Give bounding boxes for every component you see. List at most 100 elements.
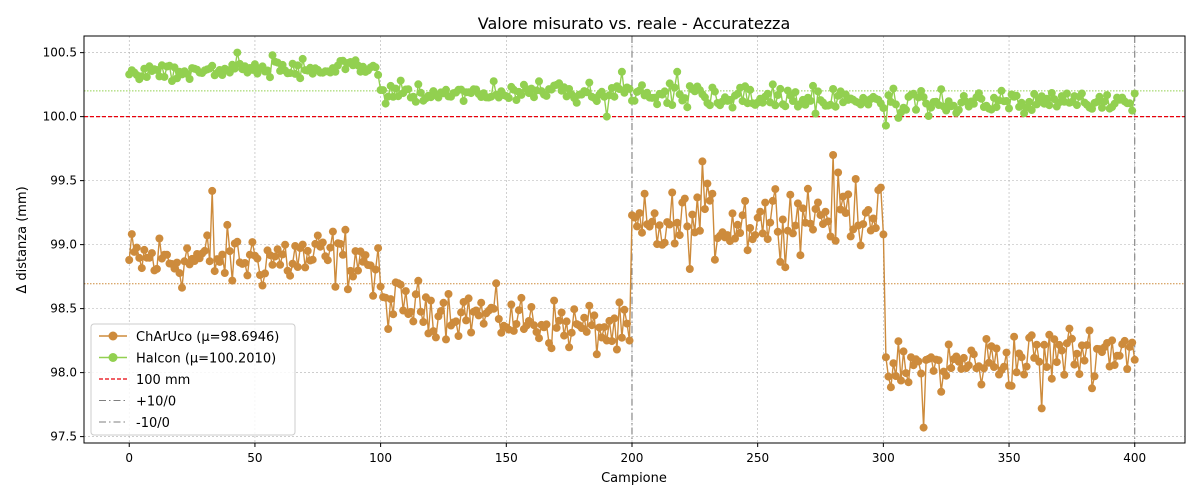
data-point bbox=[914, 357, 923, 366]
data-point bbox=[208, 186, 217, 195]
data-point bbox=[638, 228, 646, 237]
data-point bbox=[140, 245, 149, 254]
data-point bbox=[175, 269, 184, 278]
data-point bbox=[705, 196, 714, 205]
data-point bbox=[580, 313, 589, 322]
data-point bbox=[1108, 336, 1117, 345]
data-point bbox=[881, 353, 890, 362]
data-point bbox=[771, 185, 780, 194]
data-point bbox=[1000, 362, 1008, 371]
data-point bbox=[733, 220, 742, 229]
data-point bbox=[517, 90, 526, 99]
data-point bbox=[278, 250, 287, 259]
data-point bbox=[396, 280, 405, 289]
data-point bbox=[293, 61, 302, 70]
data-point bbox=[582, 327, 591, 336]
x-tick-label: 200 bbox=[621, 451, 644, 465]
data-point bbox=[891, 100, 900, 109]
data-point bbox=[429, 327, 438, 336]
data-point bbox=[668, 101, 677, 109]
data-point bbox=[912, 105, 920, 114]
data-point bbox=[142, 73, 151, 81]
data-point bbox=[688, 210, 697, 219]
data-point bbox=[567, 328, 576, 337]
data-point bbox=[617, 67, 626, 76]
x-tick-label: 150 bbox=[495, 451, 518, 465]
data-point bbox=[884, 91, 893, 100]
data-point bbox=[758, 229, 767, 238]
data-point bbox=[660, 87, 669, 96]
data-point bbox=[751, 231, 760, 240]
data-point bbox=[411, 290, 420, 299]
data-point bbox=[977, 94, 986, 103]
plot-frame bbox=[83, 35, 1186, 444]
data-point bbox=[773, 91, 782, 99]
data-point bbox=[1125, 99, 1134, 108]
data-point bbox=[371, 63, 380, 72]
data-point bbox=[607, 337, 616, 346]
data-point bbox=[313, 231, 322, 240]
data-point bbox=[771, 101, 780, 110]
data-point bbox=[442, 335, 450, 344]
y-tick-label: 98.5 bbox=[50, 302, 77, 316]
data-point bbox=[660, 238, 669, 247]
data-point bbox=[778, 215, 787, 224]
data-point bbox=[1070, 360, 1079, 369]
data-point bbox=[301, 263, 310, 272]
data-point bbox=[876, 183, 885, 192]
data-point bbox=[886, 383, 895, 392]
data-point bbox=[542, 91, 551, 100]
data-point bbox=[504, 94, 513, 102]
data-point bbox=[1012, 91, 1021, 100]
data-point bbox=[507, 300, 516, 309]
data-point bbox=[743, 246, 752, 255]
data-point bbox=[492, 279, 501, 288]
data-point bbox=[633, 222, 641, 231]
data-point bbox=[296, 74, 305, 83]
data-point bbox=[220, 269, 229, 277]
data-point bbox=[723, 231, 732, 240]
data-point bbox=[788, 229, 797, 238]
data-point bbox=[1130, 89, 1139, 98]
data-point bbox=[670, 83, 679, 92]
data-point bbox=[635, 209, 644, 218]
data-point bbox=[454, 332, 463, 340]
data-point bbox=[565, 343, 574, 352]
data-point bbox=[650, 209, 659, 218]
data-point bbox=[396, 76, 405, 85]
data-point bbox=[530, 321, 538, 330]
data-point bbox=[452, 317, 460, 326]
data-point bbox=[497, 328, 506, 337]
data-point bbox=[444, 290, 453, 298]
y-tick-label: 98.0 bbox=[50, 366, 77, 380]
data-point bbox=[781, 102, 790, 111]
data-point bbox=[969, 99, 978, 108]
data-point bbox=[683, 103, 692, 112]
data-point bbox=[479, 319, 488, 328]
data-point bbox=[331, 67, 340, 76]
data-point bbox=[1050, 335, 1059, 344]
data-point bbox=[803, 184, 812, 193]
data-point bbox=[341, 65, 350, 74]
x-tick-label: 250 bbox=[746, 451, 769, 465]
data-point bbox=[889, 84, 898, 93]
x-tick-label: 0 bbox=[125, 451, 133, 465]
x-axis-label: Campione bbox=[601, 471, 667, 486]
data-point bbox=[1042, 363, 1051, 371]
data-point bbox=[977, 380, 986, 389]
x-tick-label: 350 bbox=[998, 451, 1021, 465]
data-point bbox=[600, 323, 609, 332]
data-point bbox=[841, 209, 850, 217]
data-point bbox=[263, 66, 272, 75]
data-point bbox=[1098, 103, 1106, 112]
data-point bbox=[1123, 365, 1132, 373]
data-point bbox=[620, 305, 629, 314]
data-point bbox=[703, 179, 712, 188]
data-point bbox=[542, 320, 551, 329]
data-point bbox=[414, 80, 423, 89]
data-point bbox=[286, 271, 295, 280]
data-point bbox=[585, 301, 594, 310]
data-point bbox=[648, 217, 657, 226]
data-point bbox=[683, 222, 692, 231]
